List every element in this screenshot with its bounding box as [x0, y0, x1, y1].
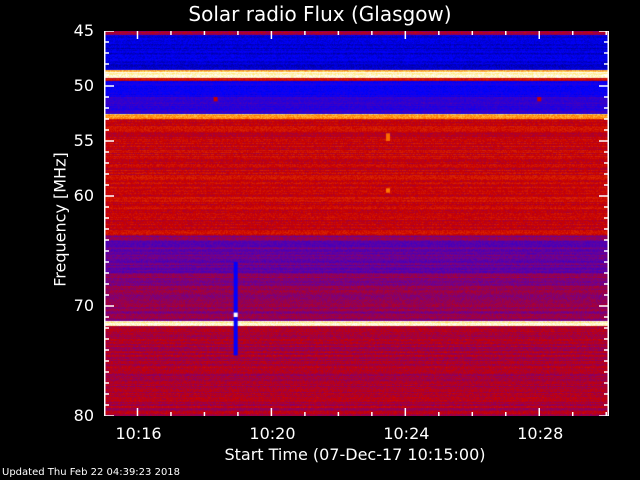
- x-tick-label: 10:28: [517, 424, 564, 443]
- y-axis-label: Frequency [MHz]: [50, 152, 70, 287]
- x-axis-label: Start Time (07-Dec-17 10:15:00): [224, 445, 486, 464]
- y-tick-label: 50: [73, 76, 94, 95]
- spectrogram-heatmap: [104, 31, 609, 416]
- plot-axes: [104, 31, 609, 416]
- y-tick-label: 55: [73, 131, 94, 150]
- spectrogram-plot: [104, 31, 609, 416]
- x-tick-label: 10:16: [115, 424, 162, 443]
- chart-title: Solar radio Flux (Glasgow): [188, 2, 452, 26]
- x-tick-label: 10:24: [383, 424, 430, 443]
- updated-timestamp: Updated Thu Feb 22 04:39:23 2018: [2, 467, 181, 478]
- y-tick-label: 80: [73, 406, 94, 425]
- x-tick-label: 10:20: [249, 424, 296, 443]
- y-tick-label: 60: [73, 186, 94, 205]
- y-tick-label: 45: [73, 21, 94, 40]
- y-tick-label: 70: [73, 296, 94, 315]
